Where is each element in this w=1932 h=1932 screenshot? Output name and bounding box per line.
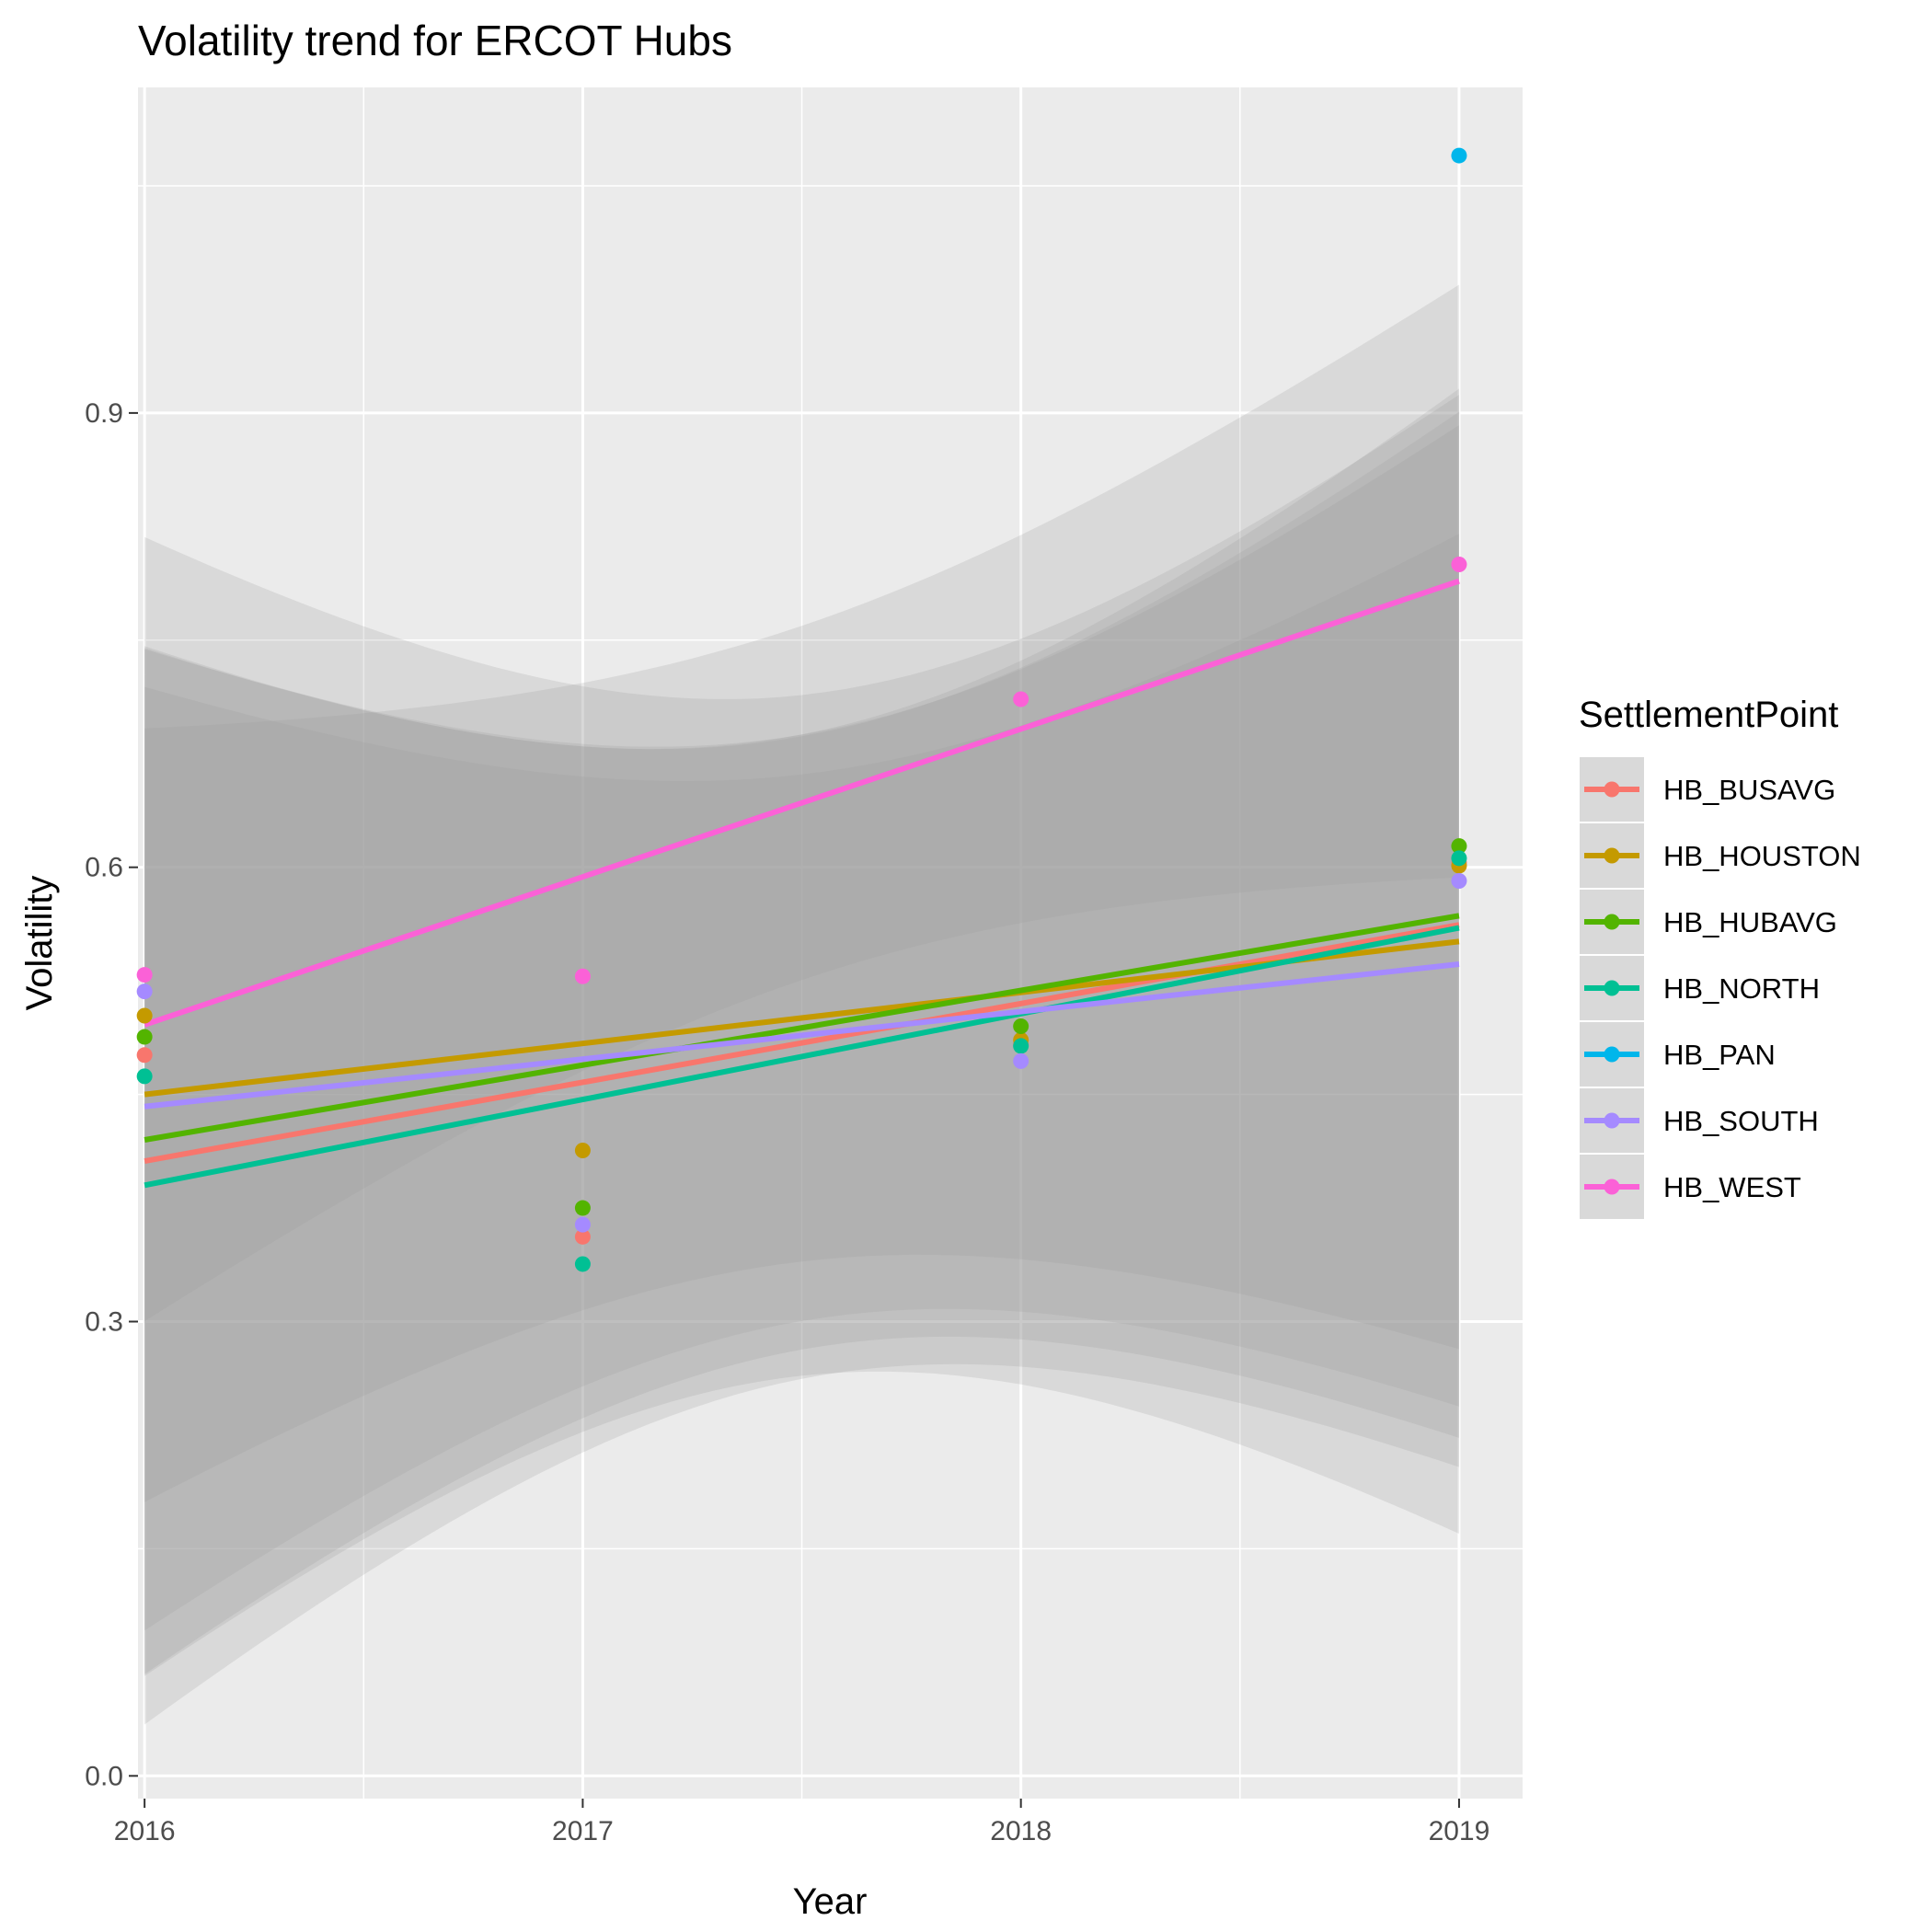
x-tick-label: 2018 — [990, 1816, 1052, 1846]
legend-point-HB_BUSAVG — [1604, 781, 1620, 798]
point-HB_WEST-2017 — [574, 968, 591, 984]
legend-label-HB_BUSAVG: HB_BUSAVG — [1663, 774, 1835, 806]
point-HB_NORTH-2018 — [1013, 1038, 1029, 1054]
point-HB_SOUTH-2019 — [1451, 873, 1467, 890]
legend-point-HB_HOUSTON — [1604, 847, 1620, 864]
y-axis-title: Volatility — [19, 876, 60, 1011]
chart-title: Volatility trend for ERCOT Hubs — [138, 17, 732, 64]
point-HB_HUBAVG-2019 — [1451, 838, 1467, 855]
point-HB_NORTH-2016 — [136, 1068, 153, 1085]
point-HB_NORTH-2019 — [1451, 850, 1467, 867]
axes: 0.0 0.3 0.6 0.9 2016 2017 2018 2019 — [85, 398, 1489, 1846]
legend-label-HB_WEST: HB_WEST — [1663, 1171, 1801, 1203]
y-tick-label: 0.6 — [85, 853, 123, 883]
legend-point-HB_NORTH — [1604, 980, 1620, 996]
y-tick-label: 0.3 — [85, 1307, 123, 1338]
trend-lines — [144, 578, 1460, 1189]
legend-label-HB_NORTH: HB_NORTH — [1663, 972, 1820, 1005]
trend-line-HB_HUBAVG — [144, 913, 1460, 1143]
trend-line-HB_WEST — [144, 578, 1460, 1028]
point-HB_PAN-2019 — [1451, 147, 1467, 164]
point-HB_HUBAVG-2018 — [1013, 1018, 1029, 1035]
point-HB_SOUTH-2018 — [1013, 1052, 1029, 1069]
trend-line-HB_NORTH — [144, 925, 1460, 1189]
x-tick-label: 2016 — [114, 1816, 176, 1846]
point-HB_WEST-2019 — [1451, 556, 1467, 572]
legend-point-HB_HUBAVG — [1604, 914, 1620, 930]
legend-label-HB_HUBAVG: HB_HUBAVG — [1663, 906, 1837, 938]
legend-title: SettlementPoint — [1579, 695, 1838, 735]
x-axis-title: Year — [793, 1881, 868, 1922]
legend-label-HB_HOUSTON: HB_HOUSTON — [1663, 840, 1861, 872]
legend: SettlementPoint HB_BUSAVG HB_HOUSTON HB_HU… — [1578, 695, 1861, 1221]
point-HB_HUBAVG-2017 — [574, 1200, 591, 1216]
x-tick-label: 2019 — [1429, 1816, 1490, 1846]
point-HB_HUBAVG-2016 — [136, 1029, 153, 1045]
y-tick-label: 0.0 — [85, 1761, 123, 1791]
legend-label-HB_SOUTH: HB_SOUTH — [1663, 1105, 1819, 1137]
point-HB_HOUSTON-2016 — [136, 1007, 153, 1024]
point-HB_HOUSTON-2017 — [574, 1143, 591, 1159]
y-tick-label: 0.9 — [85, 398, 123, 429]
legend-label-HB_PAN: HB_PAN — [1663, 1039, 1776, 1071]
point-HB_NORTH-2017 — [574, 1256, 591, 1272]
legend-point-HB_PAN — [1604, 1046, 1620, 1063]
point-HB_BUSAVG-2017 — [574, 1228, 591, 1245]
point-HB_WEST-2018 — [1013, 691, 1029, 707]
legend-point-HB_SOUTH — [1604, 1112, 1620, 1129]
point-HB_SOUTH-2017 — [574, 1216, 591, 1233]
point-HB_SOUTH-2016 — [136, 983, 153, 1000]
point-HB_BUSAVG-2016 — [136, 1047, 153, 1064]
x-tick-label: 2017 — [552, 1816, 614, 1846]
point-HB_WEST-2016 — [136, 967, 153, 983]
legend-point-HB_WEST — [1604, 1179, 1620, 1195]
trend-line-HB_SOUTH — [144, 961, 1460, 1110]
data-points — [136, 147, 1467, 1272]
trend-line-HB_HOUSTON — [144, 938, 1460, 1098]
